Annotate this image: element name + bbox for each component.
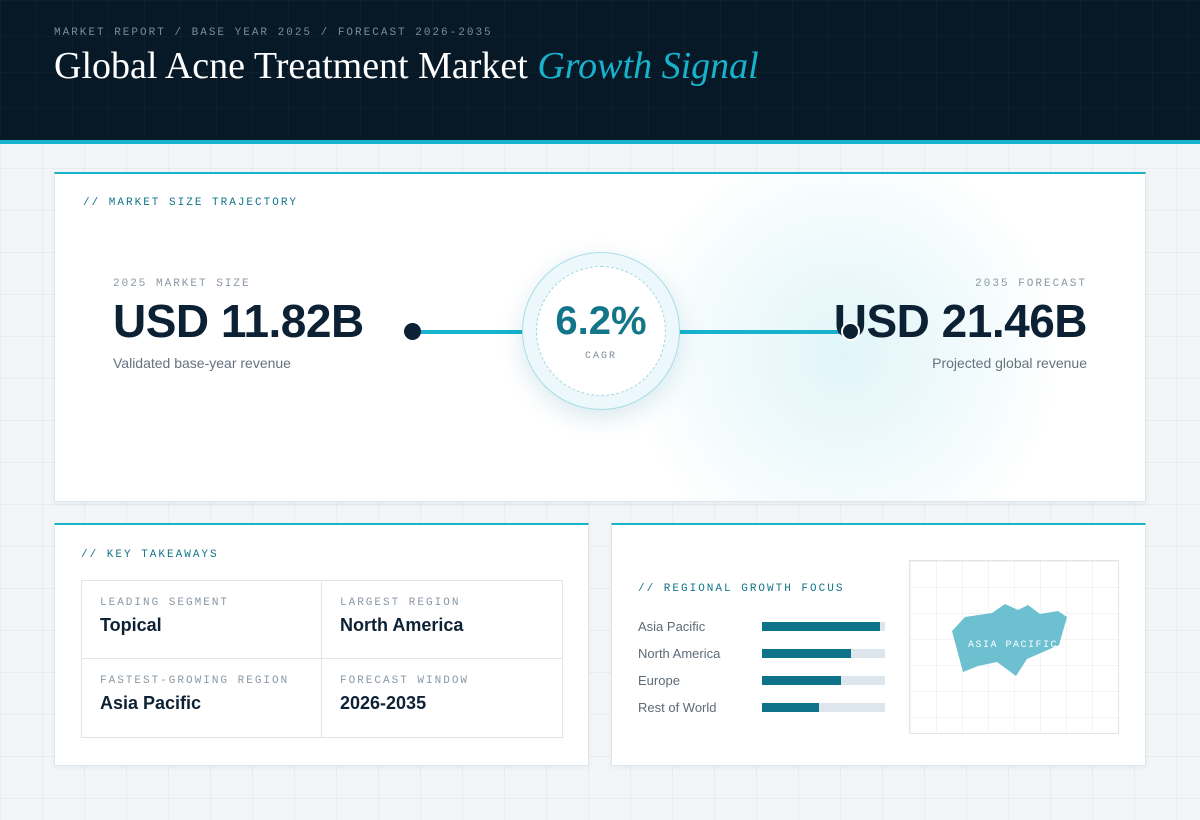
start-metric: 2025 MARKET SIZE USD 11.82B Validated ba… [113, 278, 364, 371]
region-bar-fill [762, 622, 881, 631]
region-bar-label: Europe [638, 673, 680, 688]
end-metric-kicker: 2035 FORECAST [975, 278, 1087, 290]
takeaway-value: North America [340, 615, 464, 635]
region-bar-label: Rest of World [638, 700, 717, 715]
cagr-badge-inner: 6.2% CAGR [536, 266, 666, 396]
takeaway-value: Topical [100, 615, 162, 635]
map-region-label: ASIA PACIFIC [968, 640, 1059, 651]
market-size-trajectory-card: // MARKET SIZE TRAJECTORY 2025 MARKET SI… [54, 172, 1146, 502]
region-bar-row: Europe [638, 667, 885, 694]
trajectory-start-dot [404, 323, 421, 340]
region-bar-label: North America [638, 646, 721, 661]
key-takeaways-card: // KEY TAKEAWAYS LEADING SEGMENT Topical… [54, 523, 589, 766]
takeaway-kicker: LARGEST REGION [340, 597, 461, 609]
takeaway-value: Asia Pacific [100, 693, 202, 713]
takeaway-leading-segment: LEADING SEGMENT Topical [82, 581, 322, 659]
section-label-takeaways: // KEY TAKEAWAYS [81, 549, 219, 561]
region-bar-track [762, 676, 885, 685]
region-bar-label: Asia Pacific [638, 619, 706, 634]
page-title-accent: Growth Signal [537, 45, 759, 87]
takeaways-grid: LEADING SEGMENT Topical LARGEST REGION N… [81, 580, 563, 738]
region-bar-fill [762, 676, 841, 685]
regional-growth-card: // REGIONAL GROWTH FOCUS Asia Pacific No… [611, 523, 1146, 766]
trajectory-end-dot [841, 322, 860, 341]
region-bar-row: North America [638, 640, 885, 667]
end-metric-value: USD 21.46B [833, 295, 1088, 347]
takeaway-value: 2026-2035 [340, 693, 427, 713]
report-header: MARKET REPORT / BASE YEAR 2025 / FORECAS… [0, 0, 1200, 144]
section-label-regional: // REGIONAL GROWTH FOCUS [638, 583, 845, 595]
asia-pacific-map-icon [952, 604, 1067, 676]
takeaway-kicker: LEADING SEGMENT [100, 597, 230, 609]
section-label-trajectory: // MARKET SIZE TRAJECTORY [83, 197, 299, 209]
end-metric: 2035 FORECAST USD 21.46B Projected globa… [833, 278, 1088, 371]
start-metric-value: USD 11.82B [113, 295, 364, 347]
page-title-main: Global Acne Treatment Market [54, 45, 528, 87]
cagr-value: 6.2% [555, 299, 647, 343]
cagr-label: CAGR [584, 351, 617, 362]
region-bar-fill [762, 649, 851, 658]
page-title: Global Acne Treatment Market Growth Sign… [54, 44, 759, 88]
region-bar-row: Asia Pacific [638, 613, 885, 640]
region-bar-row: Rest of World [638, 694, 885, 721]
breadcrumb: MARKET REPORT / BASE YEAR 2025 / FORECAS… [54, 27, 493, 39]
cagr-badge: 6.2% CAGR [522, 252, 680, 410]
regional-bar-list: Asia Pacific North America Europe Rest o… [638, 613, 885, 721]
takeaway-largest-region: LARGEST REGION North America [322, 581, 562, 659]
region-map: ASIA PACIFIC [909, 560, 1119, 734]
start-metric-kicker: 2025 MARKET SIZE [113, 278, 251, 290]
takeaway-fastest-growing-region: FASTEST-GROWING REGION Asia Pacific [82, 659, 322, 737]
takeaway-kicker: FASTEST-GROWING REGION [100, 675, 290, 687]
takeaway-kicker: FORECAST WINDOW [340, 675, 470, 687]
region-bar-track [762, 703, 885, 712]
region-bar-track [762, 622, 885, 631]
region-bar-track [762, 649, 885, 658]
start-metric-caption: Validated base-year revenue [113, 355, 291, 371]
region-bar-fill [762, 703, 819, 712]
end-metric-caption: Projected global revenue [932, 355, 1087, 371]
takeaway-forecast-window: FORECAST WINDOW 2026-2035 [322, 659, 562, 737]
